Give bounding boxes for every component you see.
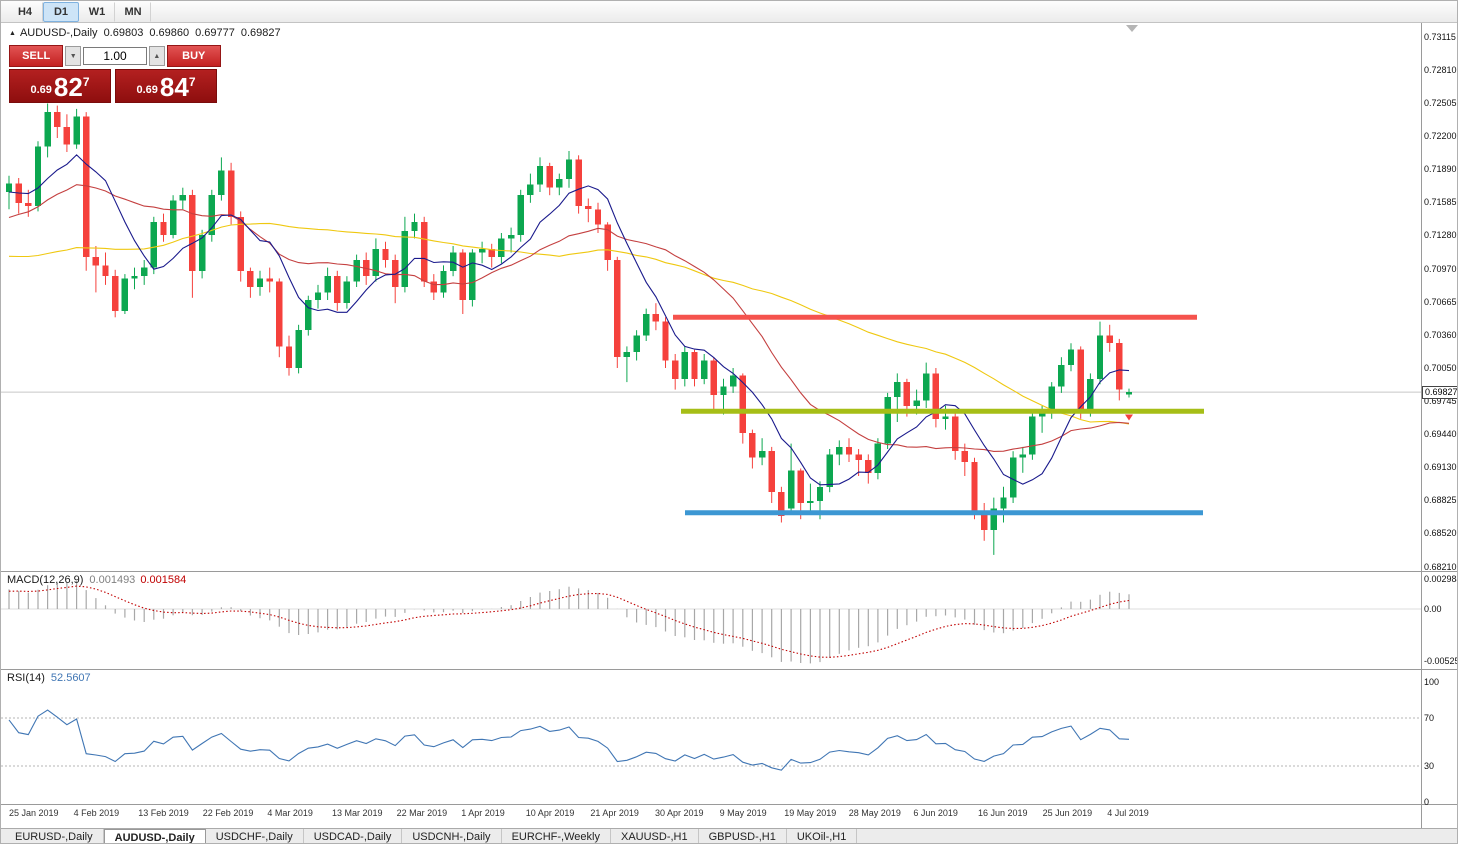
panel-separator[interactable]	[1, 571, 1457, 572]
rsi-label: RSI(14)	[7, 672, 45, 684]
date-axis-label: 13 Mar 2019	[332, 808, 383, 818]
high-value: 0.69860	[149, 27, 190, 39]
price-axis-label: 0.70360	[1424, 329, 1457, 340]
date-axis-label: 9 May 2019	[719, 808, 767, 818]
timeframe-toolbar: H4 D1 W1 MN	[1, 1, 1457, 23]
price-axis-label: 0.72505	[1424, 97, 1457, 108]
price-axis-label: 0.72810	[1424, 64, 1457, 75]
chart-tab-audusd[interactable]: AUDUSD-,Daily	[103, 829, 206, 843]
rsi-indicator-panel[interactable]	[1, 670, 1421, 804]
buy-price-pip: 7	[188, 75, 196, 89]
price-axis-label: 0.68825	[1424, 495, 1457, 506]
buy-price-big: 84	[159, 72, 189, 102]
date-axis-label: 4 Feb 2019	[73, 808, 120, 818]
panel-separator	[1, 804, 1457, 805]
chart-tab-gbpusd[interactable]: GBPUSD-,H1	[699, 829, 787, 843]
chart-tab-xauusd[interactable]: XAUUSD-,H1	[611, 829, 699, 843]
date-axis-label: 13 Feb 2019	[138, 808, 189, 818]
chart-tab-usdcnh[interactable]: USDCNH-,Daily	[402, 829, 502, 843]
date-axis-label: 4 Mar 2019	[267, 808, 313, 818]
price-chart[interactable]	[1, 23, 1421, 571]
price-axis-label: 0.70050	[1424, 363, 1457, 374]
buy-price-tile[interactable]: 0.69 84 7	[115, 69, 217, 103]
macd-main-value: 0.001493	[89, 574, 136, 586]
oneclick-collapse-icon[interactable]: ▲	[9, 30, 16, 37]
date-axis-label: 16 Jun 2019	[978, 808, 1028, 818]
sell-price-big: 82	[53, 72, 83, 102]
chart-ohlc-header: ▲ AUDUSD-,Daily 0.69803 0.69860 0.69777 0.698…	[9, 27, 281, 39]
price-axis-label: 0.70665	[1424, 296, 1457, 307]
low-value: 0.69777	[195, 27, 235, 39]
date-axis-label: 25 Jun 2019	[1042, 808, 1093, 818]
price-axis-label: 0.73115	[1424, 32, 1456, 43]
rsi-value: 52.5607	[50, 672, 91, 684]
buy-price-prefix: 0.69	[136, 84, 158, 96]
date-axis-label: 28 May 2019	[848, 808, 901, 818]
rsi-axis-label: 100	[1424, 677, 1440, 687]
close-value: 0.69827	[240, 27, 281, 39]
price-axis-label: 0.68520	[1424, 528, 1457, 539]
date-axis-label: 1 Apr 2019	[461, 808, 505, 818]
chart-tab-eurusd[interactable]: EURUSD-,Daily	[5, 829, 104, 843]
sell-button[interactable]: SELL	[9, 45, 64, 67]
macd-signal-value: 0.001584	[140, 574, 187, 586]
date-axis-label: 19 May 2019	[784, 808, 837, 818]
rsi-axis-label: 0	[1424, 797, 1430, 807]
price-axis-label: 0.71585	[1424, 197, 1457, 208]
timeframe-button-w1[interactable]: W1	[79, 1, 115, 22]
price-axis-label: 0.70970	[1424, 263, 1457, 274]
sell-price-pip: 7	[82, 75, 90, 89]
price-axis-label: 0.69130	[1424, 462, 1457, 473]
timeframe-button-mn[interactable]: MN	[115, 1, 151, 22]
price-axis-label: 0.69440	[1424, 428, 1457, 439]
chart-tab-usdchf[interactable]: USDCHF-,Daily	[206, 829, 304, 843]
rsi-axis-label: 70	[1424, 713, 1435, 723]
macd-header: MACD(12,26,9) 0.001493 0.001584	[7, 574, 186, 586]
chart-tab-usdcad[interactable]: USDCAD-,Daily	[304, 829, 403, 843]
sell-price-prefix: 0.69	[30, 84, 52, 96]
macd-axis-label: 0.002984	[1424, 574, 1458, 585]
volume-increase-button[interactable]: ▲	[149, 46, 165, 66]
buy-button[interactable]: BUY	[166, 45, 221, 67]
timeframe-button-d1[interactable]: D1	[43, 1, 79, 22]
symbol-timeframe-label: AUDUSD-,Daily	[19, 27, 98, 39]
timeframe-button-h4[interactable]: H4	[7, 1, 43, 22]
chart-tab-ukoil[interactable]: UKOil-,H1	[787, 829, 858, 843]
open-value: 0.69803	[103, 27, 144, 39]
price-axis-label: 0.72200	[1424, 130, 1457, 141]
sell-price-tile[interactable]: 0.69 82 7	[9, 69, 111, 103]
macd-indicator-panel[interactable]	[1, 572, 1421, 669]
date-axis-label: 22 Mar 2019	[396, 808, 448, 818]
price-axis-separator	[1421, 23, 1422, 828]
price-axis-label: 0.69745	[1424, 395, 1457, 406]
price-axis-label: 0.71890	[1424, 164, 1457, 175]
date-axis-label: 25 Jan 2019	[9, 808, 59, 818]
date-axis-label: 6 Jun 2019	[913, 808, 958, 818]
macd-axis-label: -0.005250	[1424, 656, 1457, 667]
macd-axis-label: 0.00	[1424, 604, 1442, 614]
date-axis-label: 30 Apr 2019	[655, 808, 704, 818]
price-axis-label: 0.71280	[1424, 230, 1457, 241]
chart-tab-bar: EURUSD-,Daily AUDUSD-,Daily USDCHF-,Daily U…	[1, 828, 1457, 843]
rsi-axis-label: 30	[1424, 761, 1435, 771]
volume-decrease-button[interactable]: ▼	[65, 46, 81, 66]
rsi-header: RSI(14) 52.5607	[7, 672, 91, 684]
date-axis-label: 10 Apr 2019	[525, 808, 575, 818]
panel-separator[interactable]	[1, 669, 1457, 670]
date-axis-label: 4 Jul 2019	[1107, 808, 1149, 818]
price-axis-label: 0.68210	[1424, 561, 1457, 572]
date-axis-label: 22 Feb 2019	[202, 808, 254, 818]
volume-input[interactable]	[83, 47, 147, 65]
date-axis-label: 21 Apr 2019	[590, 808, 639, 818]
macd-label: MACD(12,26,9)	[7, 574, 84, 586]
current-price-badge: 0.69827	[1422, 386, 1457, 400]
chart-tab-eurchf[interactable]: EURCHF-,Weekly	[502, 829, 611, 843]
